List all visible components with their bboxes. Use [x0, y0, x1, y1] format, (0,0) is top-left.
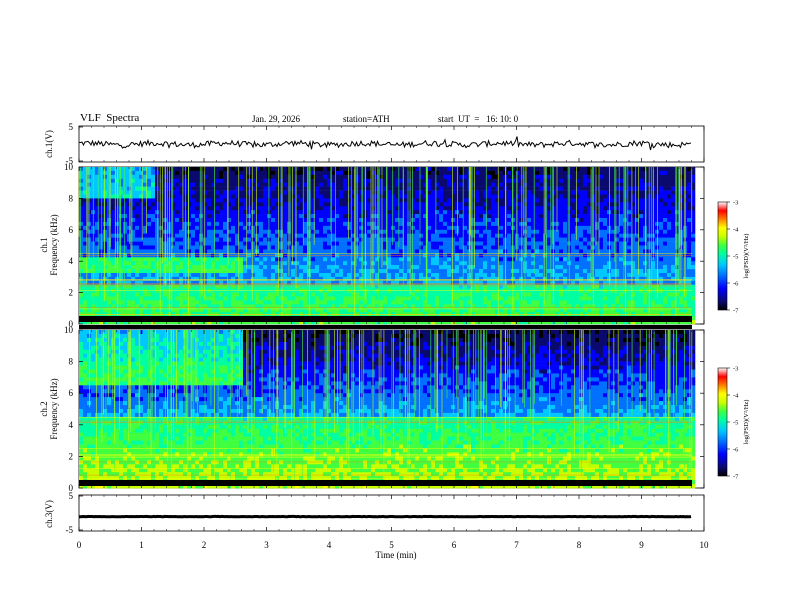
- x-tick-label: 0: [77, 540, 82, 550]
- ch1-colorbar: [717, 201, 728, 311]
- y-tick-label: 0: [69, 483, 74, 493]
- y-tick-label: 8: [69, 193, 74, 203]
- y-tick-label: -5: [66, 525, 74, 535]
- x-tick-label: 1: [139, 540, 144, 550]
- colorbar-tick-label: -3: [733, 366, 738, 373]
- colorbar-tick-label: -6: [733, 447, 739, 454]
- ch1-ylabel: ch.1(V): [44, 130, 54, 158]
- ch3-waveform-line: [79, 514, 692, 519]
- ch2-spec-ylabel-line1: ch.2: [39, 401, 49, 416]
- ch1-spec-ylabel-line2: Frequency (kHz): [49, 214, 59, 275]
- colorbar-tick-label: -4: [733, 227, 739, 234]
- y-tick-label: 0: [69, 319, 74, 329]
- colorbar-tick-label: -6: [733, 281, 739, 288]
- colorbar-tick-label: -3: [733, 200, 738, 207]
- x-tick-label: 9: [639, 540, 644, 550]
- x-tick-label: 10: [700, 540, 710, 550]
- ch3-ylabel: ch.3(V): [44, 500, 54, 528]
- y-tick-label: 2: [69, 288, 74, 298]
- colorbar-tick-label: -5: [733, 420, 738, 427]
- y-tick-label: 10: [64, 325, 74, 335]
- y-tick-label: 5: [69, 122, 74, 132]
- ch1-spectrogram-image: [78, 167, 696, 329]
- x-tick-label: 4: [327, 540, 332, 550]
- station-label: station=ATH: [343, 114, 390, 124]
- ch1-colorbar-label: log(PSD)(V²/Hz): [743, 234, 750, 279]
- ch2-colorbar-label: log(PSD)(V²/Hz): [743, 400, 750, 445]
- ch1-spec-ylabel-line1: ch.1: [39, 237, 49, 252]
- y-tick-label: 8: [69, 357, 74, 367]
- ch1-waveform-line: [78, 136, 692, 151]
- x-axis-label: Time (min): [376, 550, 417, 560]
- y-tick-label: 5: [69, 491, 74, 501]
- ch2-spec-ylabel-line2: Frequency (kHz): [49, 378, 59, 439]
- y-tick-label: 10: [64, 162, 74, 172]
- x-tick-label: 2: [202, 540, 207, 550]
- colorbar-tick-label: -5: [733, 254, 738, 261]
- ch2-colorbar: [717, 367, 728, 477]
- y-tick-label: 4: [69, 256, 74, 266]
- y-tick-label: 4: [69, 420, 74, 430]
- y-tick-label: 6: [69, 388, 74, 398]
- x-tick-label: 5: [389, 540, 394, 550]
- start-ut-label: start UT = 16: 10: 0: [438, 114, 519, 124]
- colorbar-ticks: -3 -4 -5 -6 -7 -3 -4 -5 -6 -7: [727, 200, 739, 481]
- x-tick-label: 8: [577, 540, 582, 550]
- x-tick-label: 3: [264, 540, 269, 550]
- figure-title: VLF Spectra: [80, 112, 140, 124]
- x-tick-label: 7: [514, 540, 519, 550]
- date-label: Jan. 29, 2026: [252, 114, 300, 124]
- colorbar-tick-label: -7: [733, 474, 739, 481]
- y-tick-label: 2: [69, 451, 74, 461]
- colorbar-tick-label: -7: [733, 308, 739, 315]
- ch2-spectrogram-image: [79, 330, 696, 489]
- y-tick-label: -5: [66, 156, 74, 166]
- x-tick-label: 6: [452, 540, 457, 550]
- ch3-waveform-frame: [78, 494, 705, 532]
- colorbar-tick-label: -4: [733, 393, 739, 400]
- y-tick-label: 6: [69, 225, 74, 235]
